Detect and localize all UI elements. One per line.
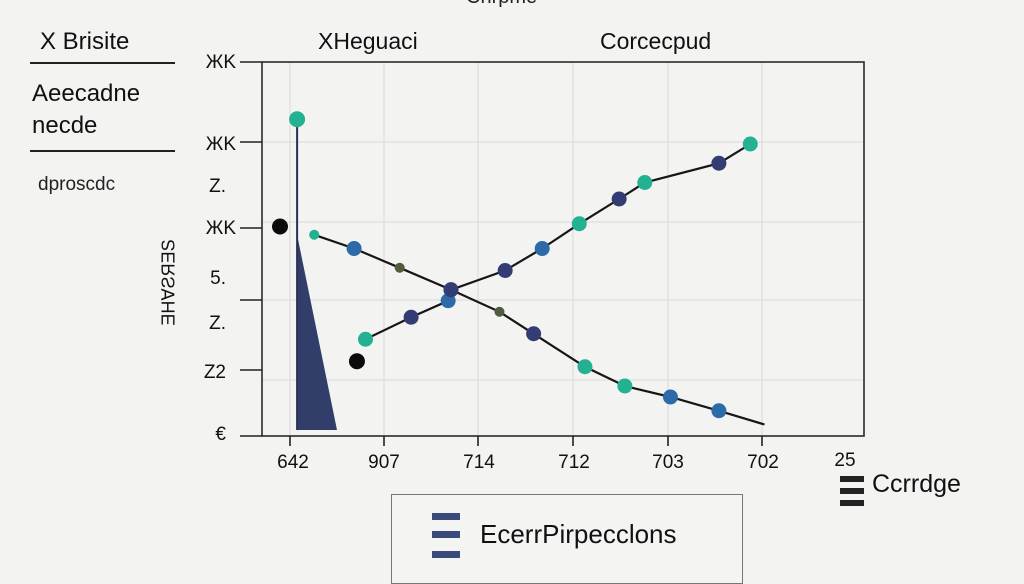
series-1-point [577, 359, 593, 375]
extra-point [289, 111, 306, 128]
series-1-point [309, 229, 320, 240]
y-tick-label: Z. [209, 176, 226, 197]
y-tick-label: € [215, 424, 226, 445]
y-tick-label: ЖK [205, 134, 236, 155]
sidebar-subtitle: Aeecadne necde [32, 78, 140, 142]
series-line-2 [365, 143, 751, 341]
y-tick-label: 5. [210, 268, 226, 289]
series-2-point [358, 331, 373, 347]
legend-label: EcerrPirpecclons [480, 519, 677, 549]
x-tick-label: 714 [463, 452, 495, 473]
sidebar-subtitle-line2: necde [32, 112, 98, 139]
series-1-point [346, 241, 362, 256]
right-legend-label: Ccrrdge [872, 470, 961, 498]
series-2-point [637, 175, 653, 190]
series-2-point [534, 241, 550, 256]
series-1-point [711, 403, 727, 419]
y-tick-label: ЖK [205, 218, 236, 239]
legend-swatch-1 [432, 513, 460, 520]
x-tick-label: 712 [558, 452, 590, 473]
sidebar-rule-top [30, 62, 175, 64]
y-tick-label: Z2 [203, 362, 226, 383]
sidebar-rule-bottom [30, 150, 175, 152]
right-legend-swatch-3 [840, 500, 864, 506]
x-tick-extra-label: 25 [834, 450, 856, 471]
series-1-point [526, 326, 542, 342]
legend-swatch-2 [432, 531, 460, 538]
right-legend-swatch-2 [840, 488, 864, 494]
extra-point [272, 218, 288, 235]
y-tick-label: ЖK [205, 52, 236, 73]
x-tick-label: 642 [277, 452, 309, 473]
series-1-point [617, 378, 633, 394]
sidebar-subtitle-line1: Aeecadne [32, 80, 141, 107]
x-tick-label: 907 [368, 452, 400, 473]
series-2-point [611, 191, 627, 207]
series-2-point [742, 136, 758, 152]
series-1-point [662, 389, 678, 405]
series-2-point [571, 216, 587, 232]
series-2-point [711, 155, 727, 171]
right-legend-swatch-1 [840, 476, 864, 482]
header-right-label: Corcecpud [600, 28, 712, 54]
legend-swatch-3 [432, 551, 460, 558]
plot-frame [261, 61, 865, 437]
series-2-point [403, 309, 419, 325]
series-2-point [497, 263, 513, 278]
header-center-label: XHeguaci [318, 28, 418, 54]
y-tick-label: Z. [209, 313, 226, 334]
sidebar-title: X Brisite [40, 28, 130, 55]
extra-point [348, 353, 365, 370]
chart-cut-title: Cnrpme [466, 0, 537, 9]
legend-box: EcerrPirpecclons [391, 494, 743, 584]
series-1-point [394, 262, 405, 273]
x-tick-label: 703 [652, 452, 684, 473]
series-1-point [494, 306, 505, 317]
area-fill [297, 119, 337, 430]
series-2-point [443, 282, 459, 298]
sidebar-note: dproscdc [38, 174, 116, 195]
x-tick-label: 702 [747, 452, 779, 473]
